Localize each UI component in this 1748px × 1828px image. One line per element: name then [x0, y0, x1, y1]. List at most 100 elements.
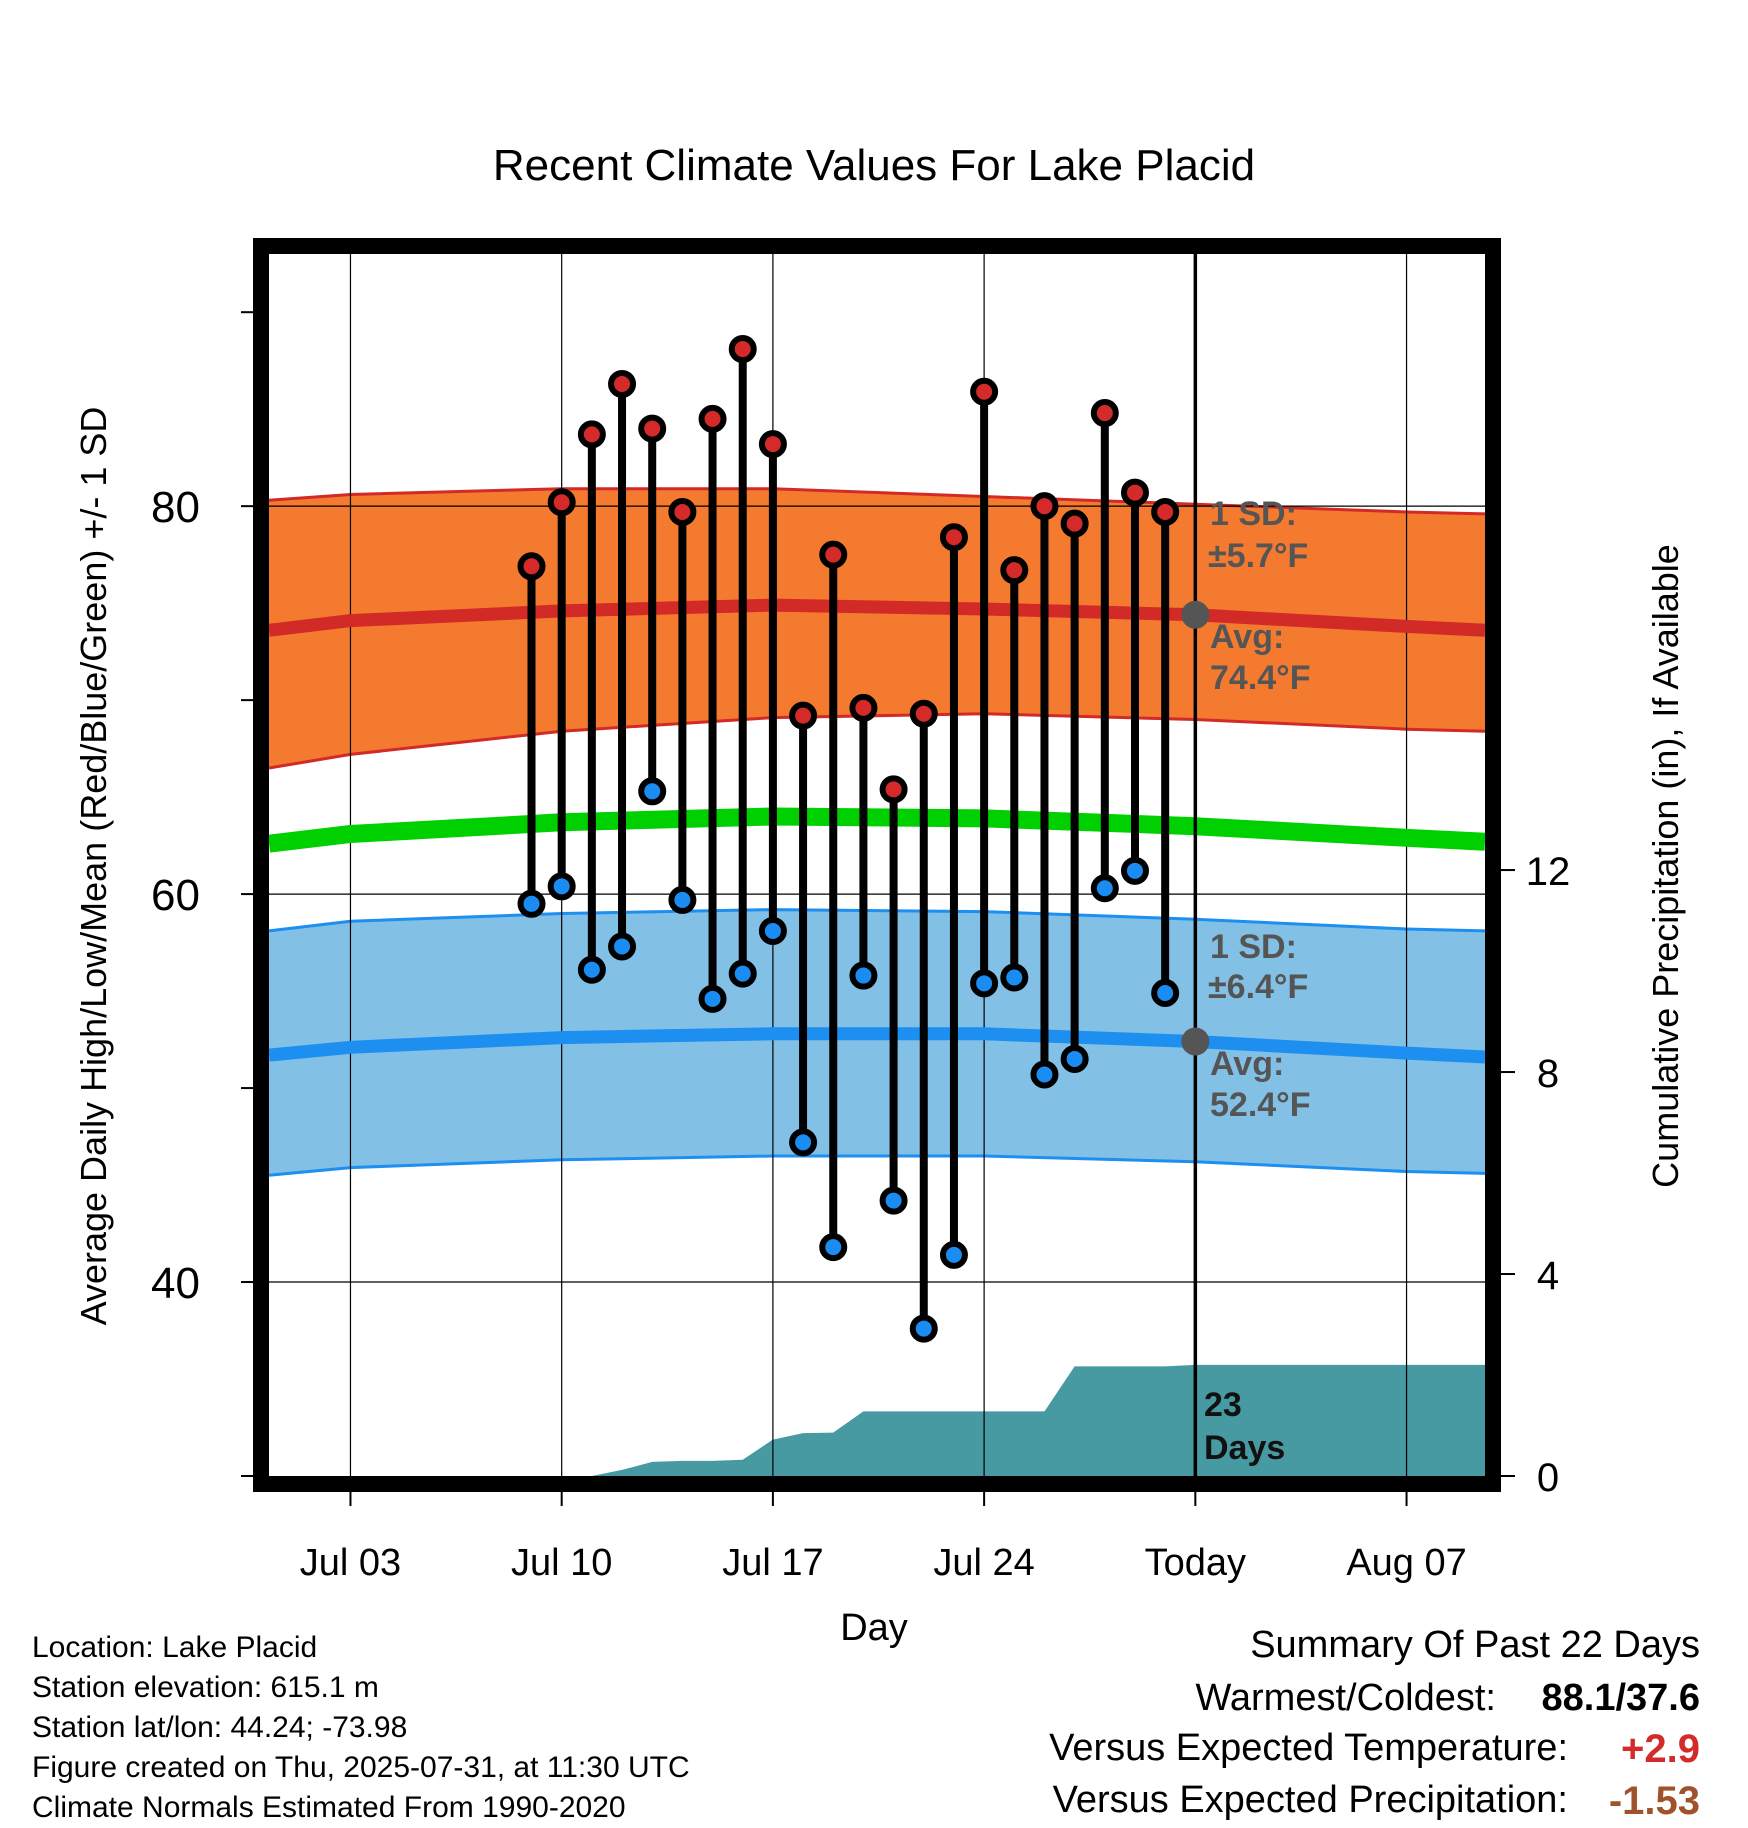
summary-precip-value: -1.53 [1609, 1779, 1700, 1823]
low-average-marker [1181, 1027, 1210, 1056]
low-sd-label: 1 SD: [1210, 928, 1297, 966]
low-band-upper-edge [268, 908, 1486, 933]
high-band-upper-edge [268, 487, 1486, 516]
daily-high-point [819, 540, 848, 569]
footer-created: Figure created on Thu, 2025-07-31, at 11… [32, 1751, 690, 1784]
daily-low-point [608, 932, 637, 961]
footer-elevation: Station elevation: 615.1 m [32, 1671, 379, 1704]
y-tick-label-right: 4 [1537, 1254, 1559, 1298]
daily-high-point [547, 488, 576, 517]
daily-high-point [1090, 399, 1119, 428]
summary-temp-value: +2.9 [1621, 1727, 1700, 1771]
precipitation-area [269, 1364, 1485, 1476]
daily-low-point [547, 872, 576, 901]
summary-warm-cold-value: 88.1/37.6 [1542, 1677, 1700, 1719]
axes: Jul 03 Jul 10 Jul 17 Jul 24 Today Aug 0740608… [151, 311, 1571, 1584]
days-count-label: 23 [1204, 1386, 1242, 1424]
daily-low-point [970, 969, 999, 998]
daily-high-point [638, 414, 667, 443]
high-avg-label: Avg: [1210, 618, 1284, 656]
daily-high-point [879, 775, 908, 804]
y-axis-title-left: Average Daily High/Low/Mean (Red/Blue/Gr… [73, 407, 114, 1326]
low-sd-band [269, 909, 1485, 1176]
normal-high-line [268, 598, 1486, 637]
daily-low-point [789, 1128, 818, 1157]
low-sd-value: ±6.4°F [1208, 968, 1308, 1006]
normal-lines [267, 598, 1486, 1064]
high-average-marker [1181, 600, 1210, 629]
footer-normals: Climate Normals Estimated From 1990-2020 [32, 1791, 626, 1824]
daily-high-point [970, 377, 999, 406]
daily-high-point [608, 369, 637, 398]
daily-high-point [728, 335, 757, 364]
y-tick-label-right: 12 [1526, 850, 1571, 894]
daily-low-point [577, 955, 606, 984]
daily-low-point [1000, 963, 1029, 992]
daily-low-point [517, 889, 546, 918]
high-sd-band [269, 488, 1485, 768]
daily-high-point [577, 420, 606, 449]
chart-title: Recent Climate Values For Lake Placid [493, 141, 1255, 190]
high-band-lower-edge [268, 712, 1486, 770]
daily-low-point [758, 916, 787, 945]
plot-frame [253, 238, 1501, 1492]
daily-high-point [1120, 478, 1149, 507]
daily-high-point [698, 404, 727, 433]
daily-low-point [1120, 856, 1149, 885]
daily-low-point [939, 1240, 968, 1269]
daily-low-point [698, 984, 727, 1013]
daily-high-point [758, 430, 787, 459]
summary-heading: Summary Of Past 22 Days [1250, 1624, 1700, 1666]
daily-high-point [1151, 497, 1180, 526]
normal-bands [268, 487, 1486, 1177]
daily-low-point [1090, 874, 1119, 903]
daily-low-point [668, 885, 697, 914]
daily-high-point [939, 523, 968, 552]
daily-high-point [789, 701, 818, 730]
low-avg-value: 52.4°F [1210, 1086, 1311, 1124]
x-tick-label: Today [1145, 1542, 1246, 1584]
y-tick-label-left: 60 [151, 871, 200, 920]
x-axis-title: Day [840, 1607, 908, 1649]
normal-mean-line [267, 807, 1486, 853]
low-band-lower-edge [268, 1154, 1486, 1177]
daily-low-point [819, 1233, 848, 1262]
precipitation-fill [269, 1364, 1485, 1476]
daily-low-point [1030, 1060, 1059, 1089]
low-avg-label: Avg: [1210, 1045, 1284, 1083]
grid-lines [269, 254, 1485, 1476]
daily-ranges [517, 335, 1180, 1343]
daily-high-point [1000, 556, 1029, 585]
summary-precip-label: Versus Expected Precipitation: [1053, 1779, 1568, 1821]
x-tick-label: Aug 07 [1346, 1542, 1466, 1584]
daily-low-point [728, 959, 757, 988]
average-markers [1181, 600, 1210, 1056]
daily-low-point [909, 1314, 938, 1343]
y-tick-label-left: 40 [151, 1259, 200, 1308]
y-axis-title-right: Cumulative Precipitation (in), If Availa… [1645, 544, 1686, 1188]
y-tick-label-right: 0 [1537, 1456, 1559, 1500]
days-word-label: Days [1204, 1429, 1285, 1467]
normal-low-line [268, 1027, 1486, 1064]
high-avg-value: 74.4°F [1210, 659, 1311, 697]
high-sd-value: ±5.7°F [1208, 537, 1308, 575]
y-tick-label-left: 80 [151, 483, 200, 532]
footer-latlon: Station lat/lon: 44.24; -73.98 [32, 1711, 407, 1744]
annotations: 1 SD: ±5.7°F Avg: 74.4°F 1 SD: ±6.4°F Av… [1204, 495, 1311, 1467]
daily-low-point [879, 1186, 908, 1215]
y-tick-label-right: 8 [1537, 1052, 1559, 1096]
x-tick-label: Jul 10 [511, 1542, 612, 1584]
high-sd-label: 1 SD: [1210, 495, 1297, 533]
daily-high-point [909, 699, 938, 728]
daily-low-point [849, 961, 878, 990]
daily-low-point [1151, 979, 1180, 1008]
x-tick-label: Jul 03 [300, 1542, 401, 1584]
daily-high-point [517, 552, 546, 581]
summary-panel: Summary Of Past 22 Days Warmest/Coldest:… [1049, 1624, 1700, 1823]
x-tick-label: Jul 17 [722, 1542, 823, 1584]
x-tick-label: Jul 24 [933, 1542, 1034, 1584]
summary-warm-cold-label: Warmest/Coldest: [1195, 1677, 1496, 1719]
daily-high-point [1030, 492, 1059, 521]
summary-temp-label: Versus Expected Temperature: [1049, 1727, 1568, 1769]
